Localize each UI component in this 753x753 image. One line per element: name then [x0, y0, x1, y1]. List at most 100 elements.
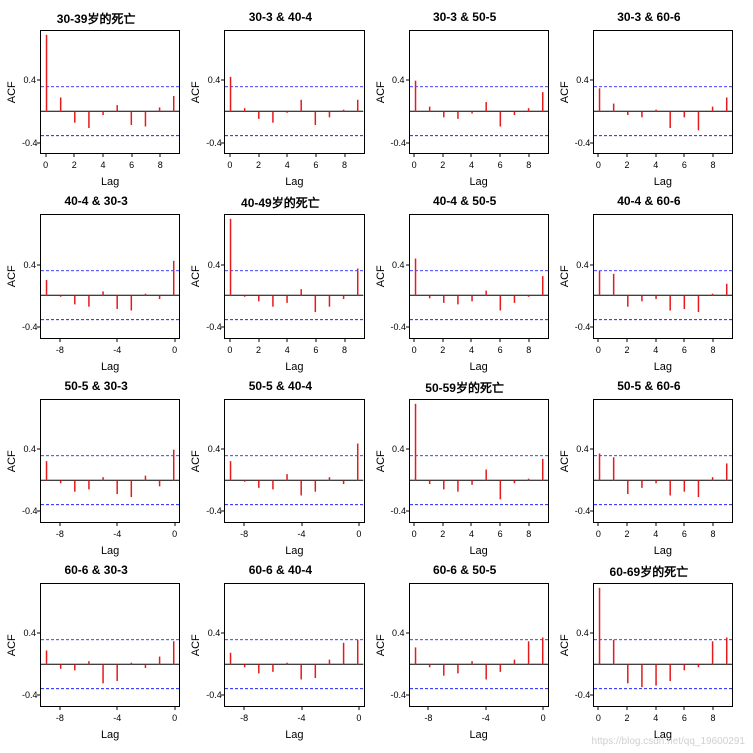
y-tick-label: -0.4	[391, 690, 405, 700]
x-tick-label: -8	[424, 713, 432, 723]
x-tick-label: 2	[72, 160, 77, 170]
x-tick-label: 0	[356, 713, 361, 723]
subplot-title: 30-39岁的死亡	[4, 10, 188, 27]
x-tick-label: 8	[526, 529, 531, 539]
plot-svg	[410, 584, 548, 706]
y-tick-label: -0.4	[22, 138, 36, 148]
acf-subplot: 40-4 & 60-6ACFLag-0.40.402468	[557, 192, 741, 376]
x-tick-label: 0	[227, 160, 232, 170]
y-axis-label: ACF	[375, 399, 389, 523]
plot-svg	[410, 215, 548, 337]
y-axis-label: ACF	[559, 399, 573, 523]
y-tick-label: -0.4	[575, 506, 589, 516]
acf-subplot: 50-59岁的死亡ACFLag-0.40.402468	[373, 377, 557, 561]
plot-svg	[594, 31, 732, 153]
x-tick-label: 2	[440, 345, 445, 355]
subplot-title: 60-6 & 50-5	[373, 563, 557, 577]
acf-subplot: 30-39岁的死亡ACFLag-0.40.402468	[4, 8, 188, 192]
subplot-title: 40-49岁的死亡	[188, 194, 372, 211]
x-tick-label: 2	[440, 529, 445, 539]
y-tick-label: -0.4	[206, 138, 220, 148]
x-axis-label: Lag	[40, 729, 180, 741]
y-axis-label: ACF	[6, 583, 20, 707]
x-tick-label: 0	[596, 713, 601, 723]
x-tick-label: 4	[100, 160, 105, 170]
x-tick-label: 2	[625, 160, 630, 170]
plot-area	[593, 399, 733, 523]
x-axis-label: Lag	[409, 729, 549, 741]
y-tick-label: 0.4	[391, 75, 405, 85]
plot-svg	[225, 31, 363, 153]
x-tick-label: 2	[256, 160, 261, 170]
x-tick-label: 0	[172, 713, 177, 723]
y-tick-label: 0.4	[391, 260, 405, 270]
plot-area	[224, 399, 364, 523]
x-tick-label: 0	[172, 345, 177, 355]
x-axis-label: Lag	[593, 545, 733, 557]
x-tick-label: 8	[711, 160, 716, 170]
y-axis-label: ACF	[190, 214, 204, 338]
plot-svg	[410, 400, 548, 522]
y-tick-label: 0.4	[575, 75, 589, 85]
y-tick-label: 0.4	[22, 628, 36, 638]
x-tick-label: -4	[298, 713, 306, 723]
x-tick-label: -8	[240, 529, 248, 539]
x-axis-label: Lag	[409, 545, 549, 557]
x-tick-label: 8	[526, 160, 531, 170]
x-tick-label: 0	[412, 529, 417, 539]
plot-svg	[225, 215, 363, 337]
x-tick-label: -8	[240, 713, 248, 723]
x-tick-label: 4	[469, 345, 474, 355]
x-tick-label: 8	[711, 713, 716, 723]
y-axis-label: ACF	[375, 583, 389, 707]
subplot-title: 30-3 & 60-6	[557, 10, 741, 24]
x-tick-label: -4	[113, 345, 121, 355]
plot-area	[40, 30, 180, 154]
y-axis-label: ACF	[6, 214, 20, 338]
y-tick-label: -0.4	[575, 690, 589, 700]
y-tick-label: -0.4	[575, 322, 589, 332]
x-axis-label: Lag	[224, 729, 364, 741]
x-tick-label: 0	[227, 345, 232, 355]
x-tick-label: 8	[342, 160, 347, 170]
subplot-title: 50-5 & 60-6	[557, 379, 741, 393]
x-tick-label: -4	[113, 713, 121, 723]
x-axis-label: Lag	[409, 361, 549, 373]
x-axis-label: Lag	[40, 176, 180, 188]
subplot-title: 60-69岁的死亡	[557, 563, 741, 580]
acf-subplot: 30-3 & 60-6ACFLag-0.40.402468	[557, 8, 741, 192]
plot-area	[593, 583, 733, 707]
acf-subplot: 30-3 & 40-4ACFLag-0.40.402468	[188, 8, 372, 192]
y-tick-label: 0.4	[391, 628, 405, 638]
x-tick-label: 0	[356, 529, 361, 539]
acf-subplot: 50-5 & 40-4ACFLag-0.40.4-8-40	[188, 377, 372, 561]
subplot-title: 40-4 & 60-6	[557, 194, 741, 208]
x-tick-label: 4	[653, 529, 658, 539]
acf-subplot: 60-6 & 30-3ACFLag-0.40.4-8-40	[4, 561, 188, 745]
x-tick-label: 0	[541, 713, 546, 723]
x-axis-label: Lag	[40, 361, 180, 373]
y-axis-label: ACF	[559, 214, 573, 338]
y-axis-label: ACF	[190, 583, 204, 707]
plot-area	[409, 214, 549, 338]
x-tick-label: -8	[56, 345, 64, 355]
subplot-title: 50-5 & 40-4	[188, 379, 372, 393]
x-tick-label: 0	[172, 529, 177, 539]
acf-subplot: 40-4 & 30-3ACFLag-0.40.4-8-40	[4, 192, 188, 376]
plot-svg	[410, 31, 548, 153]
x-tick-label: -8	[56, 713, 64, 723]
subplot-title: 30-3 & 50-5	[373, 10, 557, 24]
x-axis-label: Lag	[224, 361, 364, 373]
subplot-title: 60-6 & 40-4	[188, 563, 372, 577]
y-axis-label: ACF	[190, 399, 204, 523]
x-tick-label: 8	[711, 529, 716, 539]
plot-svg	[41, 584, 179, 706]
plot-area	[224, 30, 364, 154]
y-tick-label: -0.4	[206, 690, 220, 700]
y-tick-label: -0.4	[206, 506, 220, 516]
plot-svg	[225, 584, 363, 706]
y-tick-label: -0.4	[391, 138, 405, 148]
acf-subplot: 40-4 & 50-5ACFLag-0.40.402468	[373, 192, 557, 376]
y-axis-label: ACF	[375, 30, 389, 154]
x-tick-label: 4	[469, 160, 474, 170]
